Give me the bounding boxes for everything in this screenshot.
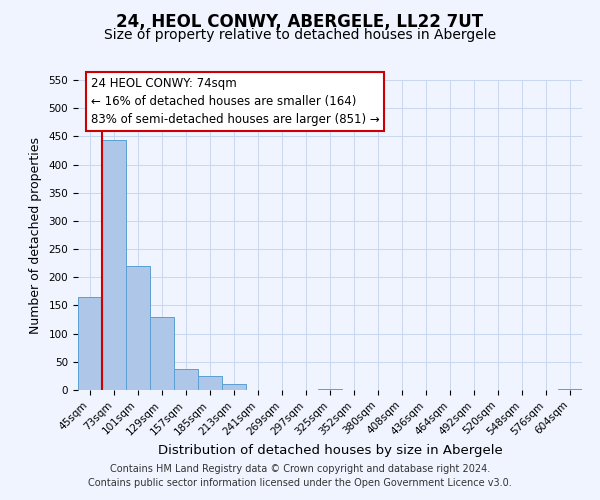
Bar [198, 376, 222, 390]
Bar [174, 369, 198, 390]
Text: Contains HM Land Registry data © Crown copyright and database right 2024.
Contai: Contains HM Land Registry data © Crown c… [88, 464, 512, 487]
Bar [150, 316, 174, 390]
Bar [558, 389, 582, 390]
X-axis label: Distribution of detached houses by size in Abergele: Distribution of detached houses by size … [158, 444, 502, 456]
Text: 24 HEOL CONWY: 74sqm
← 16% of detached houses are smaller (164)
83% of semi-deta: 24 HEOL CONWY: 74sqm ← 16% of detached h… [91, 77, 379, 126]
Bar [318, 389, 342, 390]
Bar [102, 140, 126, 390]
Y-axis label: Number of detached properties: Number of detached properties [29, 136, 41, 334]
Text: Size of property relative to detached houses in Abergele: Size of property relative to detached ho… [104, 28, 496, 42]
Bar [222, 384, 246, 390]
Text: 24, HEOL CONWY, ABERGELE, LL22 7UT: 24, HEOL CONWY, ABERGELE, LL22 7UT [116, 12, 484, 30]
Bar [78, 297, 102, 390]
Bar [126, 266, 150, 390]
